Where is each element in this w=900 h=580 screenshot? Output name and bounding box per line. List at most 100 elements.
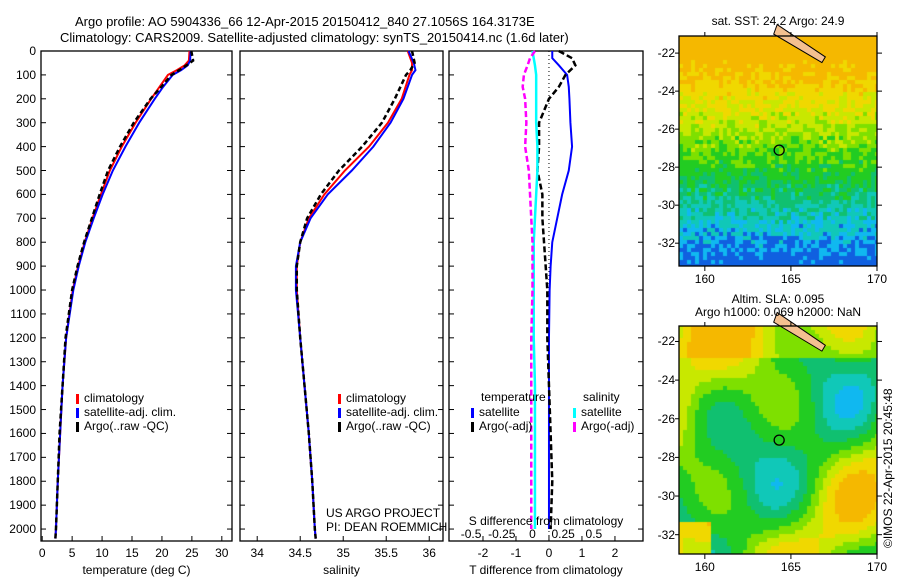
project-label: US ARGO PROJECT [326, 506, 441, 520]
depth-tick-label: 1500 [9, 402, 36, 417]
temperature-panel [40, 50, 233, 542]
argo-line [54, 50, 195, 539]
map-lon-label: 160 [694, 272, 715, 286]
t-diff-tick-label: 0 [545, 546, 553, 560]
argo-position-marker [773, 144, 785, 156]
map-lat-label: -22 [657, 46, 675, 61]
legend-argo-swatch [76, 422, 79, 432]
sst-map-title: sat. SST: 24.2 Argo: 24.9 [711, 14, 845, 28]
depth-tick-label: 1100 [10, 306, 36, 321]
title-line-2: Climatology: CARS2009. Satellite-adjuste… [60, 30, 569, 45]
map-lat-label: -32 [657, 527, 675, 542]
map-lon-label: 165 [780, 272, 801, 286]
depth-tick-label: 1800 [9, 474, 36, 489]
t-diff-tick-label: -2 [477, 546, 489, 560]
legend-satellite-swatch [338, 408, 341, 418]
s-argo-line [521, 50, 536, 530]
s-diff-tick-label: 0.25 [551, 527, 575, 541]
s-satellite-line [531, 50, 539, 530]
legend-t-argo-swatch [471, 422, 474, 432]
map-lat-label: -22 [657, 334, 675, 349]
s-diff-tick-label: 0 [529, 527, 536, 541]
depth-tick-label: 1300 [9, 354, 36, 369]
legend-climatology: climatology [346, 391, 407, 405]
sst-map-canvas [679, 36, 877, 266]
legend-argo-swatch [338, 422, 341, 432]
map-lat-label: -24 [657, 84, 675, 99]
salinity-x-tick-label: 35.5 [374, 546, 398, 560]
t-diff-tick-label: 2 [611, 546, 619, 560]
salinity-x-tick-label: 35 [336, 546, 350, 560]
map-lon-label: 170 [866, 560, 888, 574]
depth-tick-label: 400 [15, 139, 36, 154]
salinity-x-tick-label: 34.5 [288, 546, 312, 560]
argo-line [295, 50, 416, 539]
legend-argo: Argo(..raw -QC) [346, 419, 431, 433]
map-lat-label: -30 [657, 198, 675, 213]
map-lon-label: 160 [694, 560, 715, 574]
temperature-x-tick-label: 15 [125, 546, 139, 560]
legend-s-argo-swatch [573, 422, 576, 432]
s-diff-label: S difference from climatology [468, 514, 624, 528]
legend-s-satellite-swatch [573, 408, 576, 418]
legend-argo: Argo(..raw -QC) [84, 419, 169, 433]
sla-map-canvas [679, 326, 877, 554]
depth-tick-label: 1600 [9, 426, 36, 441]
temperature-x-tick-label: 25 [185, 546, 199, 560]
pi-label: PI: DEAN ROEMMICH [326, 520, 448, 534]
legend-t-satellite: satellite [479, 405, 520, 419]
legend-satellite: satellite-adj. clim. [84, 405, 177, 419]
legend-s-satellite: satellite [581, 405, 622, 419]
legend-t-satellite-swatch [471, 408, 474, 418]
depth-tick-label: 100 [15, 67, 36, 82]
t-diff-tick-label: 1 [578, 546, 586, 560]
temperature-x-tick-label: 0 [38, 546, 46, 560]
land-new-caledonia [773, 23, 827, 64]
legend-t-argo: Argo(-adj) [479, 419, 533, 433]
argo-position-marker [773, 434, 785, 446]
s-diff-tick-label: 0.5 [585, 527, 603, 541]
credit-label: ©IMOS 22-Apr-2015 20:45:48 [881, 388, 895, 548]
s-diff-tick-label: -0.5 [460, 527, 482, 541]
legend-salinity-heading: salinity [583, 390, 620, 404]
temperature-x-tick-label: 20 [155, 546, 169, 560]
depth-tick-label: 1900 [9, 498, 36, 513]
difference-panel [448, 50, 644, 542]
sla-map-subtitle: Argo h1000: 0.069 h2000: NaN [694, 305, 862, 319]
map-lat-label: -26 [657, 122, 675, 137]
title-line-1: Argo profile: AO 5904336_66 12-Apr-2015 … [75, 14, 535, 29]
temperature-x-tick-label: 10 [95, 546, 109, 560]
depth-tick-label: 1200 [9, 330, 36, 345]
salinity-panel [239, 50, 444, 542]
legend-satellite-swatch [76, 408, 79, 418]
s-diff-tick-label: -0.25 [488, 527, 516, 541]
depth-tick-label: 300 [15, 115, 36, 130]
sla-map-title: Altim. SLA: 0.095 [731, 292, 825, 306]
t-argo-line [536, 49, 577, 530]
legend-temperature-heading: temperature [481, 390, 546, 404]
depth-tick-label: 0 [29, 44, 36, 58]
salinity-x-tick-label: 36 [422, 546, 436, 560]
temperature-x-label: temperature (deg C) [82, 563, 191, 577]
map-lon-label: 165 [780, 560, 801, 574]
sst-map-frame [678, 35, 878, 267]
depth-tick-label: 600 [15, 187, 36, 202]
depth-tick-label: 1000 [9, 283, 36, 298]
map-lat-label: -30 [657, 489, 675, 504]
depth-tick-label: 700 [15, 211, 36, 226]
legend-climatology: climatology [84, 391, 145, 405]
legend-satellite: satellite-adj. clim. [346, 405, 439, 419]
depth-tick-label: 200 [15, 91, 36, 106]
temperature-x-tick-label: 30 [215, 546, 229, 560]
depth-tick-label: 1400 [9, 378, 36, 393]
depth-tick-label: 900 [15, 259, 36, 274]
map-lon-label: 170 [866, 272, 888, 286]
sla-map-frame [678, 325, 878, 555]
depth-tick-label: 800 [15, 235, 36, 250]
salinity-x-label: salinity [323, 563, 360, 577]
t-diff-tick-label: -1 [510, 546, 522, 560]
legend-climatology-swatch [76, 394, 79, 404]
map-lat-label: -28 [657, 450, 675, 465]
